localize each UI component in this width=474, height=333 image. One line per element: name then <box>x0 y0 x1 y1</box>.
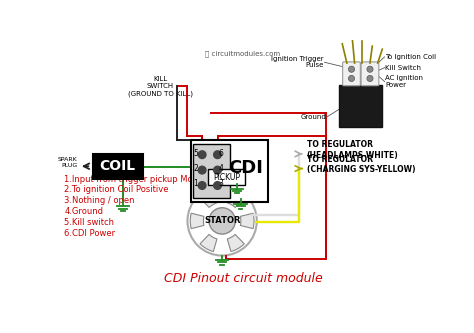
FancyBboxPatch shape <box>93 154 143 178</box>
FancyBboxPatch shape <box>339 85 383 127</box>
Text: KILL
SWITCH
(GROUND TO KILL): KILL SWITCH (GROUND TO KILL) <box>128 76 193 97</box>
Text: 4.Ground: 4.Ground <box>64 207 103 216</box>
Text: TO REGULATOR
(HEADLAMPS-WHITE): TO REGULATOR (HEADLAMPS-WHITE) <box>307 141 399 160</box>
Circle shape <box>367 66 373 72</box>
Text: 4: 4 <box>218 164 223 173</box>
Circle shape <box>348 75 355 82</box>
Text: 6.CDI Power: 6.CDI Power <box>64 229 115 238</box>
Text: 3: 3 <box>218 179 223 188</box>
FancyBboxPatch shape <box>191 140 268 202</box>
Wedge shape <box>228 190 244 207</box>
Circle shape <box>198 181 206 189</box>
Text: To Ignition Coil: To Ignition Coil <box>385 54 437 60</box>
Wedge shape <box>200 234 217 251</box>
Text: 2: 2 <box>193 164 198 173</box>
Text: 1: 1 <box>193 179 198 188</box>
Circle shape <box>214 166 221 174</box>
Text: CDI Pinout circuit module: CDI Pinout circuit module <box>164 272 322 285</box>
FancyBboxPatch shape <box>361 62 379 86</box>
Text: Pulse: Pulse <box>305 62 324 68</box>
Text: 1.Input from trigger pickup Module: 1.Input from trigger pickup Module <box>64 175 211 184</box>
Wedge shape <box>228 234 244 251</box>
Text: 2.To ignition Coil Positive: 2.To ignition Coil Positive <box>64 185 169 194</box>
Text: ⓘ circuitmodules.com: ⓘ circuitmodules.com <box>205 50 281 57</box>
Text: Kill Switch: Kill Switch <box>385 65 421 71</box>
Text: CDI: CDI <box>228 159 263 177</box>
FancyBboxPatch shape <box>208 169 245 185</box>
Text: STATOR: STATOR <box>204 216 240 225</box>
Circle shape <box>367 75 373 82</box>
Wedge shape <box>190 213 204 229</box>
Text: Ignition Trigger: Ignition Trigger <box>271 56 324 62</box>
Circle shape <box>198 151 206 159</box>
Circle shape <box>214 181 221 189</box>
FancyBboxPatch shape <box>193 144 230 198</box>
FancyBboxPatch shape <box>343 62 360 86</box>
Text: 5: 5 <box>193 149 199 158</box>
Text: 3.Nothing / open: 3.Nothing / open <box>64 196 135 205</box>
Text: TO REGULATOR
(CHARGING SYS-YELLOW): TO REGULATOR (CHARGING SYS-YELLOW) <box>307 155 415 174</box>
Text: COIL: COIL <box>100 159 136 173</box>
Circle shape <box>348 66 355 72</box>
Circle shape <box>188 186 257 255</box>
Text: 5.Kill switch: 5.Kill switch <box>64 218 114 227</box>
Text: AC Ignition: AC Ignition <box>385 76 423 82</box>
Text: 6: 6 <box>218 149 223 158</box>
Text: PICKUP: PICKUP <box>213 172 240 181</box>
Circle shape <box>198 166 206 174</box>
Text: SPARK
PLUG: SPARK PLUG <box>58 157 77 168</box>
Text: Ground: Ground <box>301 114 326 120</box>
Circle shape <box>214 151 221 159</box>
Circle shape <box>209 208 235 234</box>
Text: Power: Power <box>385 82 406 88</box>
Wedge shape <box>240 213 254 229</box>
Wedge shape <box>200 190 217 207</box>
